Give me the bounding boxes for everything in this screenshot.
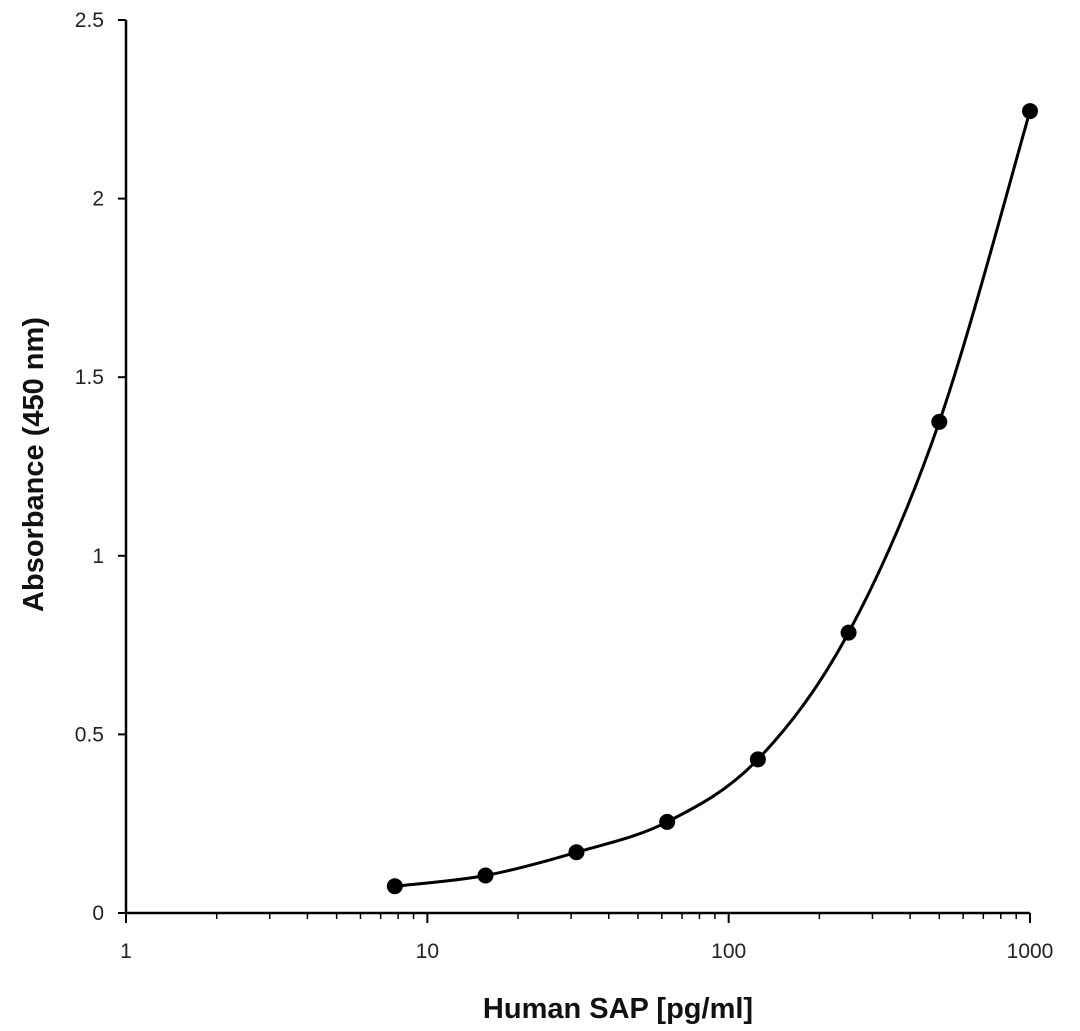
axes: [124, 20, 1030, 915]
y-ticks: 0 0.5 1 1.5 2 2.5: [75, 9, 126, 925]
y-tick-label: 1.5: [75, 366, 104, 389]
data-point: [659, 813, 676, 830]
y-tick-label: 0.5: [75, 723, 104, 746]
data-point: [840, 624, 857, 641]
y-axis-title: Absorbance (450 nm): [18, 317, 50, 612]
y-tick-label: 2: [92, 188, 104, 211]
fit-curve-layer: [394, 110, 1032, 888]
data-point: [1022, 103, 1038, 120]
data-point: [477, 867, 494, 884]
x-axis-title: Human SAP [pg/ml]: [483, 993, 753, 1025]
fit-curve: [394, 110, 1032, 888]
x-tick-label: 10: [416, 940, 439, 963]
x-tick-label: 1000: [1007, 940, 1054, 963]
data-point: [386, 878, 403, 895]
data-point: [931, 413, 948, 430]
y-tick-label: 0: [92, 902, 104, 925]
data-point: [749, 751, 766, 768]
y-tick-label: 2.5: [75, 9, 104, 32]
x-tick-label: 100: [711, 940, 746, 963]
x-ticks: 1 10 100 1000: [120, 913, 1053, 963]
data-point: [568, 844, 585, 861]
x-tick-label: 1: [120, 940, 132, 963]
data-points-layer: [386, 103, 1038, 895]
y-tick-label: 1: [92, 545, 104, 568]
